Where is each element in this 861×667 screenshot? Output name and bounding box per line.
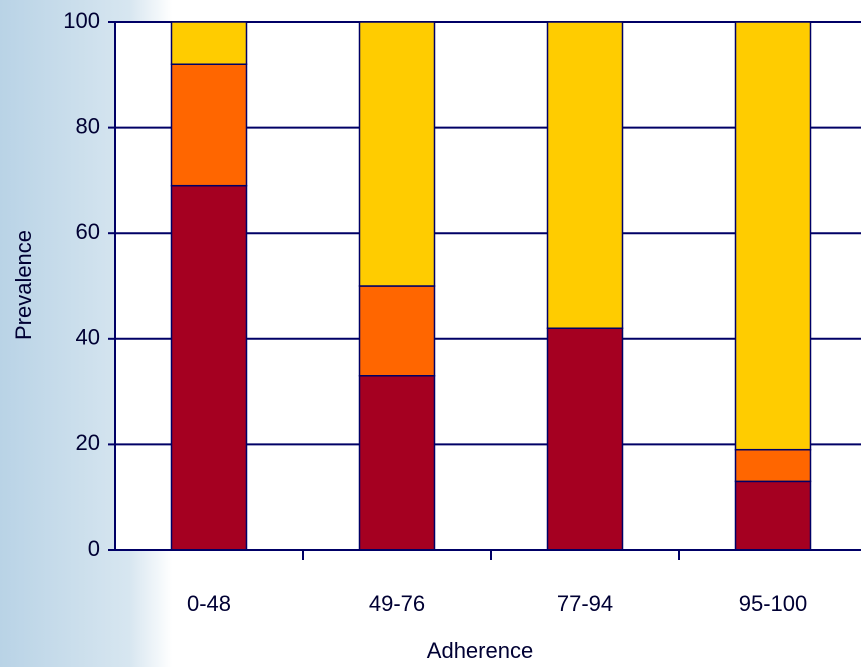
bar-segment: [548, 22, 623, 328]
y-tick-label: 0: [88, 536, 100, 561]
x-tick-label: 0-48: [187, 591, 231, 616]
bar-segment: [360, 286, 435, 376]
y-tick-label: 80: [76, 113, 100, 138]
y-tick-label: 100: [63, 8, 100, 33]
y-axis-label: Prevalence: [11, 230, 36, 340]
bar-segment: [360, 376, 435, 550]
chart: Prevalence Adherence 0 20 40 60 80 100 0-48 49-…: [0, 0, 861, 667]
y-tick-label: 60: [76, 219, 100, 244]
x-tick-label: 77-94: [557, 591, 613, 616]
bar-segment: [360, 22, 435, 286]
bar-segment: [736, 22, 811, 450]
y-tick-label: 20: [76, 430, 100, 455]
bar-segment: [172, 186, 247, 550]
bar-segment: [548, 328, 623, 550]
x-tick-label: 49-76: [369, 591, 425, 616]
y-tick-label: 40: [76, 325, 100, 350]
bar-segment: [172, 64, 247, 185]
x-axis-label: Adherence: [427, 638, 533, 663]
bar-segment: [736, 450, 811, 482]
bar-segment: [172, 22, 247, 64]
bar-segment: [736, 481, 811, 550]
x-tick-label: 95-100: [739, 591, 808, 616]
